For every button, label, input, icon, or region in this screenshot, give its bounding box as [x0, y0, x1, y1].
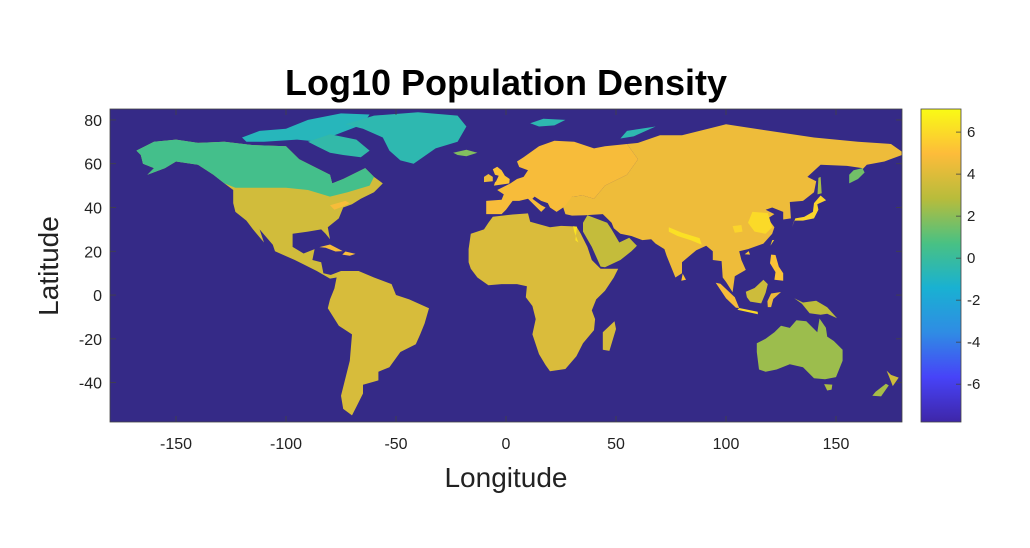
land-ireland — [484, 174, 493, 183]
colorbar-gradient — [920, 108, 962, 423]
hotspot-sichuan — [732, 225, 743, 233]
land-britain — [492, 166, 510, 186]
land-sri-lanka — [681, 273, 686, 281]
land-new-guinea — [794, 298, 838, 319]
colorbar-tick-label: 6 — [967, 124, 975, 141]
land-arctic-islands — [242, 113, 370, 142]
land-south-america — [327, 271, 429, 416]
hotspot-ne-usa — [330, 200, 350, 210]
land-iceland — [453, 149, 478, 157]
land-japan — [792, 195, 827, 228]
y-tick-label: 60 — [84, 157, 102, 174]
x-tick-label: -100 — [270, 436, 302, 453]
map-plot-area — [109, 108, 903, 423]
y-tick-label: 40 — [84, 200, 102, 217]
hotspot-nile — [573, 226, 579, 243]
land-australia — [756, 318, 843, 380]
land-arabia — [583, 215, 637, 268]
hotspot-ganges-plain — [668, 227, 702, 245]
chart-title: Log10 Population Density — [285, 62, 727, 103]
land-hispaniola — [342, 251, 356, 256]
x-axis-ticks: -150 -100 -50 0 50 100 150 — [160, 109, 849, 453]
land-baffin-island — [308, 134, 370, 158]
colorbar-tick-label: -6 — [967, 376, 980, 393]
land-svalbard — [530, 118, 566, 127]
land-java — [737, 308, 758, 315]
land-tasmania — [824, 384, 833, 391]
x-tick-label: -50 — [384, 436, 407, 453]
land-madagascar — [602, 321, 616, 351]
x-axis-label: Longitude — [444, 462, 567, 493]
y-axis-label: Latitude — [33, 216, 64, 316]
hotspot-east-china — [748, 211, 773, 234]
y-tick-label: 80 — [84, 113, 102, 130]
land-taiwan — [770, 239, 775, 246]
x-tick-label: 150 — [823, 436, 850, 453]
y-tick-label: -20 — [79, 332, 102, 349]
x-tick-label: -150 — [160, 436, 192, 453]
land-cuba — [319, 244, 343, 252]
colorbar-ticks: 6 4 2 0 -2 -4 -6 — [956, 124, 980, 393]
y-tick-label: 0 — [93, 288, 102, 305]
land-canada-and-alaska — [136, 139, 374, 197]
x-tick-label: 50 — [607, 436, 625, 453]
land-hainan — [744, 251, 750, 255]
land-layer — [136, 112, 902, 416]
x-tick-label: 100 — [713, 436, 740, 453]
land-borneo — [745, 279, 768, 304]
land-europe — [486, 140, 638, 215]
land-sumatra — [715, 282, 740, 308]
land-asia — [563, 124, 902, 293]
land-sakhalin — [817, 176, 822, 195]
colorbar-tick-label: 4 — [967, 166, 975, 183]
colorbar-tick-label: 2 — [967, 208, 975, 225]
colorbar-tick-label: -4 — [967, 334, 980, 351]
y-tick-label: -40 — [79, 376, 102, 393]
land-new-zealand — [872, 383, 889, 397]
land-kamchatka — [849, 168, 865, 184]
land-sulawesi — [767, 292, 781, 308]
colorbar-tick-label: 0 — [967, 250, 975, 267]
colorbar: 6 4 2 0 -2 -4 -6 — [920, 108, 980, 423]
colorbar-tick-label: -2 — [967, 292, 980, 309]
y-axis-ticks: -40 -20 0 20 40 60 80 — [79, 113, 902, 393]
y-tick-label: 20 — [84, 244, 102, 261]
land-philippines — [770, 254, 784, 281]
land-greenland — [345, 112, 467, 164]
land-new-zealand-north — [886, 370, 899, 387]
x-tick-label: 0 — [502, 436, 511, 453]
land-novaya-zemlya — [620, 126, 656, 139]
land-africa — [468, 213, 619, 372]
